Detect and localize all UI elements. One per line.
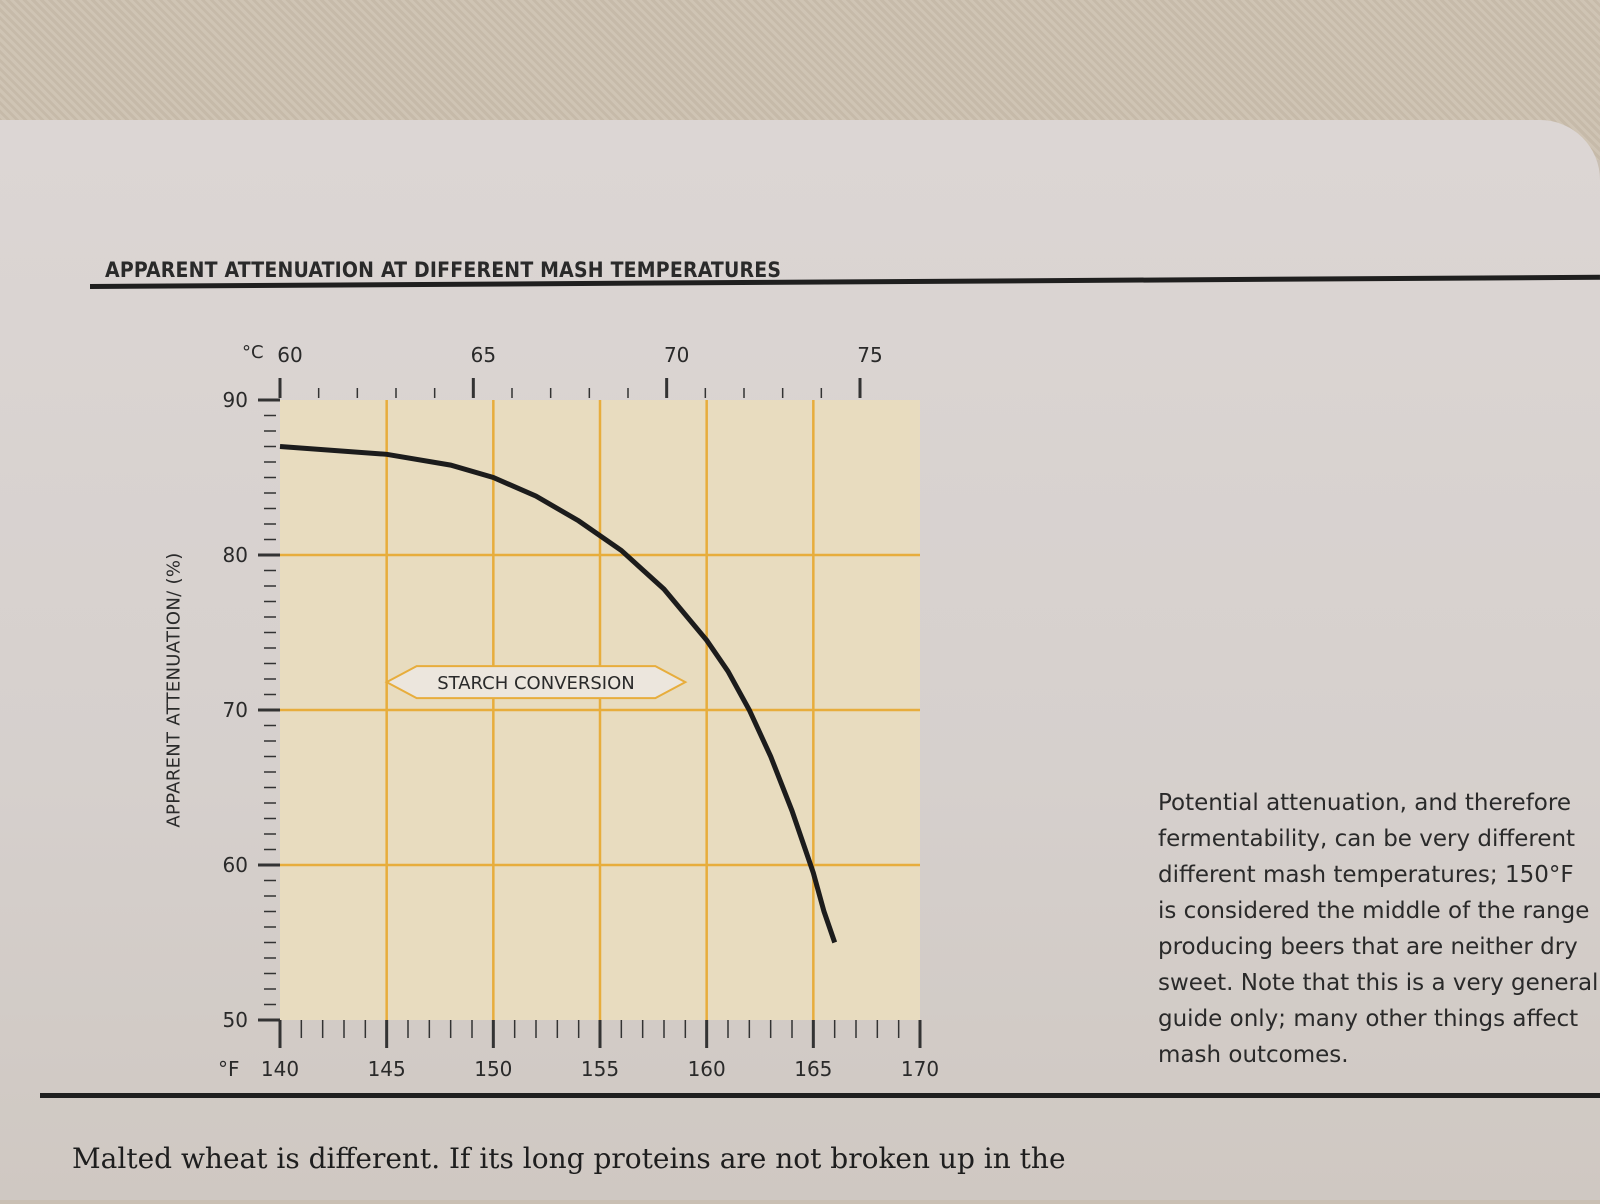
annotation-arrow [384, 665, 688, 700]
annotation-label: STARCH CONVERSION [437, 673, 635, 694]
x-tick-label-f: 140 [261, 1057, 299, 1081]
x-tick-label-f: 170 [901, 1057, 939, 1081]
caption-line: producing beers that are neither dry [1158, 934, 1578, 960]
x-axis-unit-c: °C [242, 342, 264, 363]
y-axis-label: APPARENT ATTENUATION/ (%) [163, 552, 185, 828]
bottom-rule [40, 1093, 1600, 1098]
x-tick-label-c: 65 [471, 343, 496, 367]
grid-lines [280, 400, 920, 1020]
tick-labels: 140 145 150 155 160 165 170 °F 60 65 70 75 °C 50 60 70 8… [218, 342, 939, 1081]
body-text-line: Malted wheat is different. If its long p… [72, 1142, 1066, 1175]
x-tick-label-f: 150 [474, 1057, 512, 1081]
y-tick-label: 90 [223, 388, 248, 412]
x-tick-label-c: 75 [857, 343, 882, 367]
y-tick-label: 50 [223, 1008, 248, 1032]
caption-line: guide only; many other things affect [1158, 1006, 1579, 1032]
caption-line: mash outcomes. [1158, 1042, 1349, 1068]
x-tick-label-f: 145 [368, 1057, 406, 1081]
x-tick-label-f: 165 [794, 1057, 832, 1081]
axis-ticks [258, 378, 922, 1048]
starch-conversion-annotation: STARCH CONVERSION [384, 665, 688, 700]
x-tick-label-f: 155 [581, 1057, 619, 1081]
caption-line: is considered the middle of the range [1158, 898, 1590, 924]
caption-line: different mash temperatures; 150°F [1158, 862, 1574, 888]
caption-line: sweet. Note that this is a very general [1158, 970, 1599, 996]
x-tick-label-c: 60 [277, 343, 302, 367]
caption-line: Potential attenuation, and therefore [1158, 790, 1571, 816]
attenuation-curve [279, 444, 838, 944]
x-tick-label-f: 160 [688, 1057, 726, 1081]
y-tick-label: 70 [223, 698, 248, 722]
x-tick-label-c: 70 [664, 343, 689, 367]
caption-line: fermentability, can be very different [1158, 826, 1576, 852]
y-tick-label: 60 [223, 853, 248, 877]
y-tick-label: 80 [223, 543, 248, 567]
figure-title: APPARENT ATTENUATION AT DIFFERENT MASH T… [105, 258, 782, 282]
x-axis-unit-f: °F [218, 1057, 240, 1081]
side-caption: Potential attenuation, and therefore fer… [1158, 785, 1600, 1073]
